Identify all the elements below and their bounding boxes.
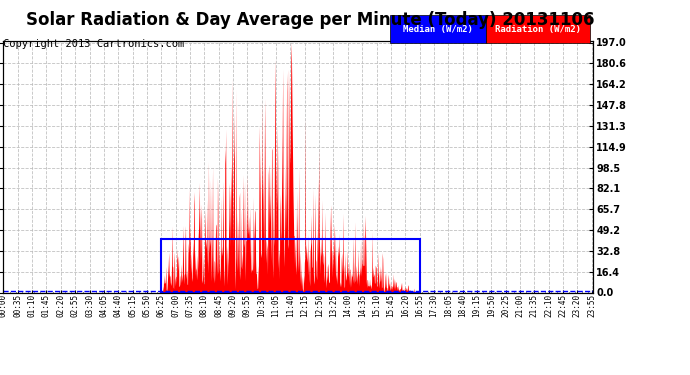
Bar xyxy=(486,15,590,43)
Bar xyxy=(390,15,486,43)
Bar xyxy=(161,239,420,292)
Text: Solar Radiation & Day Average per Minute (Today) 20131106: Solar Radiation & Day Average per Minute… xyxy=(26,11,595,29)
Text: Radiation (W/m2): Radiation (W/m2) xyxy=(495,25,581,34)
Text: Median (W/m2): Median (W/m2) xyxy=(403,25,473,34)
Text: Copyright 2013 Cartronics.com: Copyright 2013 Cartronics.com xyxy=(3,39,185,50)
